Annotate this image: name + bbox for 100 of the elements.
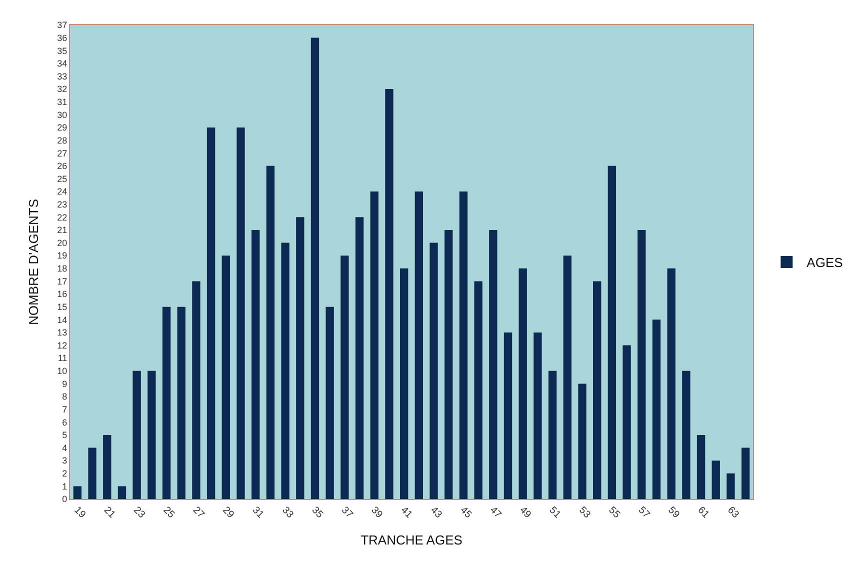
legend-label: AGES — [806, 255, 844, 270]
bar — [326, 306, 334, 499]
bar — [741, 448, 750, 499]
bar — [414, 192, 424, 499]
bar — [712, 460, 720, 499]
bar — [608, 166, 616, 499]
x-tick-label: 25 — [160, 504, 177, 521]
y-tick-label: 36 — [57, 32, 68, 43]
bar — [236, 127, 245, 499]
bar — [177, 306, 186, 499]
y-tick-label: 29 — [57, 122, 68, 133]
bar — [148, 370, 156, 499]
y-tick-label: 11 — [58, 353, 68, 364]
x-tick-label: 31 — [250, 504, 266, 521]
bar — [192, 281, 200, 499]
y-tick-label: 8 — [62, 392, 68, 402]
y-tick-label: 22 — [57, 212, 68, 222]
x-tick-label: 39 — [368, 504, 385, 521]
y-tick-label: 15 — [57, 302, 68, 312]
x-tick-label: 33 — [280, 504, 296, 521]
y-tick-label: 32 — [57, 84, 68, 94]
x-tick-label: 21 — [101, 504, 118, 521]
y-tick-label: 33 — [57, 71, 68, 82]
x-tick-label: 55 — [606, 504, 622, 521]
bar — [162, 306, 171, 499]
y-tick-label: 9 — [62, 378, 68, 389]
y-tick-label: 4 — [62, 442, 68, 453]
bar — [563, 256, 572, 499]
y-axis-title: NOMBRE D'AGENTS — [26, 198, 42, 325]
bar — [504, 332, 512, 499]
y-tick-label: 21 — [57, 225, 68, 236]
bar — [696, 434, 706, 499]
y-tick-label: 6 — [62, 417, 68, 428]
bar — [222, 256, 230, 499]
bar — [206, 127, 216, 499]
bar — [355, 217, 364, 499]
y-tick-label: 0 — [62, 494, 68, 504]
y-tick-label: 19 — [57, 250, 68, 261]
y-tick-label: 28 — [57, 135, 68, 146]
bar — [430, 242, 438, 499]
y-tick-label: 12 — [57, 340, 68, 350]
bar — [474, 281, 482, 499]
bar — [638, 230, 646, 499]
y-tick-label: 31 — [57, 97, 68, 108]
bar — [578, 384, 586, 499]
x-tick-label: 51 — [546, 504, 563, 521]
x-tick-label: 41 — [398, 504, 414, 521]
y-tick-label: 7 — [62, 404, 68, 414]
x-tick-label: 61 — [695, 504, 712, 521]
x-tick-label: 57 — [636, 504, 652, 521]
y-tick-label: 5 — [62, 430, 68, 440]
bar — [385, 89, 394, 499]
y-tick-label: 27 — [57, 148, 68, 158]
y-tick-label: 24 — [57, 186, 68, 197]
bar — [652, 320, 661, 499]
bar — [266, 166, 275, 499]
y-tick-label: 1 — [62, 481, 68, 492]
bar — [252, 230, 260, 499]
bar — [340, 256, 349, 499]
y-tick-label: 35 — [57, 46, 68, 56]
bar — [593, 281, 602, 499]
y-tick-label: 37 — [57, 20, 68, 30]
x-tick-label: 49 — [517, 504, 534, 521]
bar — [400, 268, 408, 499]
y-tick-label: 2 — [62, 468, 68, 479]
y-tick-label: 25 — [57, 174, 68, 184]
x-tick-label: 27 — [190, 504, 207, 521]
bar — [622, 345, 631, 499]
x-axis-title: TRANCHE AGES — [360, 532, 463, 548]
bar — [132, 370, 141, 499]
bar — [103, 434, 112, 499]
x-tick-label: 37 — [339, 504, 355, 521]
y-tick-label: 16 — [57, 289, 68, 300]
bar — [296, 217, 304, 499]
y-tick-label: 18 — [57, 264, 68, 274]
bar — [310, 38, 320, 499]
y-tick-label: 23 — [57, 200, 68, 210]
bar — [459, 192, 468, 499]
y-tick-label: 30 — [57, 110, 68, 120]
x-tick-label: 43 — [428, 504, 444, 521]
y-tick-label: 34 — [57, 58, 68, 69]
y-tick-label: 17 — [57, 276, 68, 286]
bar — [548, 370, 557, 499]
bar — [281, 242, 290, 499]
bar — [489, 230, 498, 499]
x-tick-label: 29 — [220, 504, 236, 521]
y-tick-label: 26 — [57, 161, 68, 172]
x-tick-label: 45 — [458, 504, 474, 521]
x-tick-label: 63 — [725, 504, 742, 521]
x-tick-label: 35 — [309, 504, 326, 521]
x-tick-label: 47 — [488, 504, 504, 521]
y-tick-label: 20 — [57, 238, 68, 248]
bar — [88, 448, 96, 499]
y-tick-label: 3 — [62, 456, 68, 466]
bar — [726, 473, 735, 499]
bar — [682, 370, 690, 499]
x-tick-label: 53 — [576, 504, 593, 521]
y-tick-label: 13 — [57, 328, 68, 338]
x-tick-label: 59 — [666, 504, 682, 521]
bar — [118, 486, 126, 499]
